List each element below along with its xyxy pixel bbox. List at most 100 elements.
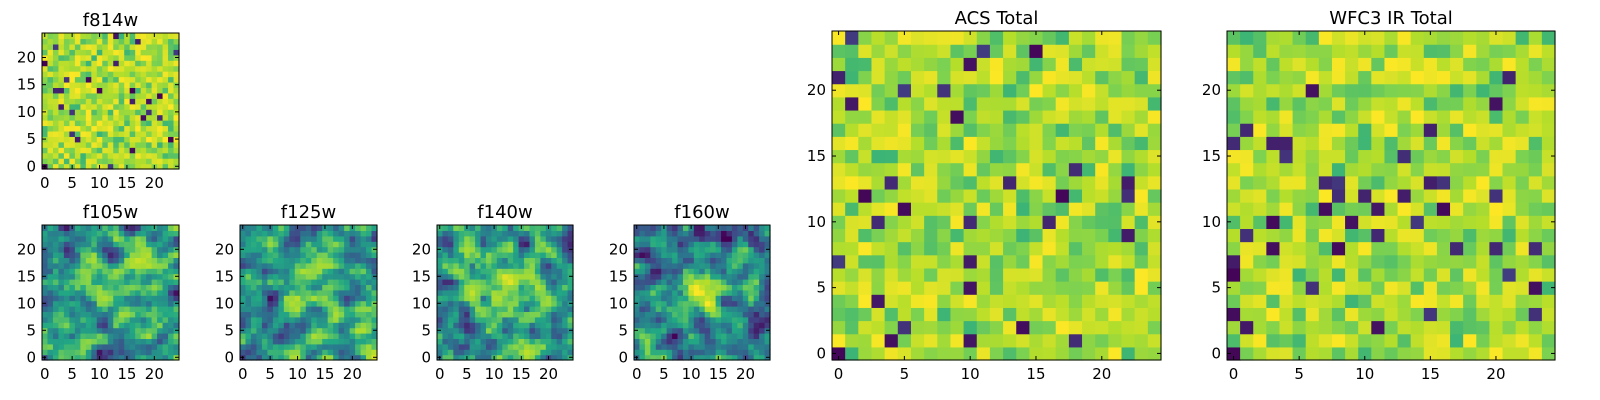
heatmap-cell (540, 235, 547, 242)
heatmap-cell (135, 268, 142, 275)
heatmap-cell (1331, 70, 1346, 85)
heatmap-cell (63, 316, 70, 323)
heatmap-cell (496, 225, 503, 231)
heatmap-cell (140, 141, 147, 148)
heatmap-cell (485, 300, 492, 307)
heatmap-cell (1502, 44, 1517, 58)
heatmap-cell (688, 289, 695, 296)
heatmap-cell (118, 114, 125, 121)
heatmap-cell (1227, 109, 1241, 124)
heatmap-cell (1253, 202, 1267, 216)
heatmap-cell (69, 120, 76, 127)
heatmap-cell (162, 295, 169, 302)
heatmap-cell (518, 252, 525, 258)
heatmap-cell (58, 141, 65, 148)
heatmap-cell (721, 246, 728, 253)
heatmap-cell (1489, 83, 1504, 98)
heatmap-cell (644, 306, 651, 312)
heatmap-cell (85, 311, 92, 318)
heatmap-cell (1292, 202, 1307, 216)
heatmap-cell (469, 354, 476, 361)
heatmap-cell (1358, 149, 1372, 164)
heatmap-cell (1397, 320, 1412, 335)
y-tick-label: 15 (1202, 147, 1221, 165)
heatmap-cell (113, 273, 120, 280)
heatmap-cell (551, 252, 558, 258)
heatmap-cell (250, 316, 258, 323)
heatmap-cell (52, 343, 60, 350)
heatmap-cell (639, 268, 646, 275)
heatmap-cell (737, 289, 744, 296)
heatmap-cell (63, 158, 70, 165)
heatmap-cell (639, 279, 646, 285)
heatmap-cell (1463, 320, 1477, 335)
heatmap-cell (529, 273, 536, 280)
heatmap-cell (289, 343, 296, 350)
heatmap-cell (726, 322, 733, 329)
heatmap-cell (858, 31, 873, 45)
heatmap-cell (1108, 320, 1123, 335)
heatmap-cell (333, 246, 340, 253)
heatmap-cell (672, 279, 679, 285)
heatmap-cell (1016, 281, 1030, 295)
heatmap-cell (267, 262, 274, 269)
heatmap-cell (74, 257, 81, 264)
heatmap-cell (344, 230, 351, 237)
heatmap-cell (316, 246, 323, 253)
heatmap-cell (333, 300, 340, 307)
heatmap-cell (464, 246, 471, 253)
heatmap-cell (135, 98, 142, 105)
heatmap-cell (91, 343, 98, 350)
heatmap-cell (556, 327, 563, 334)
heatmap-cell (366, 295, 373, 302)
heatmap-cell (666, 327, 673, 334)
heatmap-cell (52, 54, 60, 61)
heatmap-cell (1121, 294, 1136, 308)
heatmap-cell (162, 103, 169, 110)
heatmap-cell (47, 252, 54, 258)
heatmap-cell (47, 338, 54, 345)
heatmap-cell (858, 346, 873, 361)
heatmap-cell (759, 235, 766, 242)
heatmap-cell (74, 125, 81, 132)
heatmap-cell (85, 354, 92, 361)
heatmap-cell (283, 241, 290, 248)
heatmap-cell (682, 273, 689, 280)
heatmap-cell (937, 307, 952, 322)
heatmap-cell (146, 152, 153, 159)
heatmap-cell (524, 257, 531, 264)
heatmap-cell (453, 257, 460, 264)
heatmap-cell (704, 235, 711, 242)
heatmap-cell (1541, 254, 1556, 269)
heatmap-cell (1528, 188, 1543, 203)
heatmap-cell (1055, 281, 1070, 295)
heatmap-cell (704, 322, 711, 329)
heatmap-cell (496, 349, 503, 356)
heatmap-cell (283, 246, 290, 253)
heatmap-cell (464, 327, 471, 334)
heatmap-cell (764, 225, 771, 231)
heatmap-cell (74, 246, 81, 253)
heatmap-cell (475, 295, 482, 302)
heatmap-cell (748, 354, 755, 361)
heatmap-cell (250, 279, 258, 285)
heatmap-cell (294, 273, 301, 280)
heatmap-cell (634, 284, 641, 291)
heatmap-cell (1384, 228, 1399, 243)
heatmap-cell (146, 262, 153, 269)
heatmap-cell (173, 322, 180, 329)
heatmap-cell (1476, 202, 1490, 216)
heatmap-cell (556, 333, 563, 339)
heatmap-cell (1489, 241, 1504, 256)
heatmap-cell (1227, 307, 1241, 322)
heatmap-cell (80, 343, 87, 350)
heatmap-cell (832, 83, 846, 98)
heatmap-cell (58, 343, 65, 350)
heatmap-cell (146, 158, 153, 165)
heatmap-cell (1029, 346, 1044, 361)
x-tick-label: 10 (485, 365, 504, 383)
heatmap-cell (989, 267, 1004, 282)
heatmap-cell (721, 252, 728, 258)
heatmap-cell (135, 71, 142, 78)
heatmap-cell (52, 60, 60, 67)
